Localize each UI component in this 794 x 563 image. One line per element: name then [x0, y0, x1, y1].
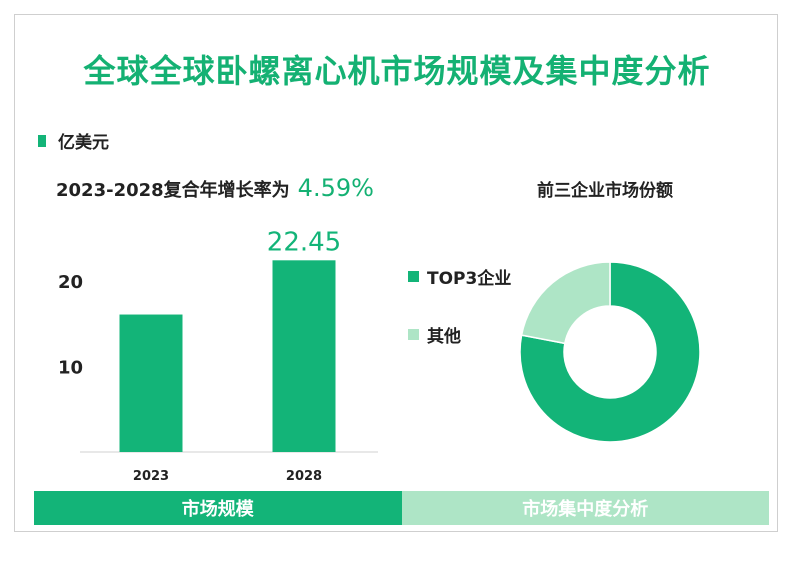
cagr-label: 2023-2028复合年增长率为: [56, 180, 290, 201]
bar-y-tick-20: 20: [58, 272, 83, 293]
bar-2023: [119, 314, 183, 452]
pie-legend-label-top3: TOP3企业: [427, 269, 512, 289]
page-title: 全球全球卧螺离心机市场规模及集中度分析: [83, 52, 711, 90]
pie-legend-swatch-top3: [408, 271, 419, 282]
cagr-value: 4.59%: [297, 174, 374, 202]
pie-slice-other: [520, 261, 611, 345]
bar-2028: [272, 260, 336, 452]
cagr-text: 2023-2028复合年增长率为 4.59%: [56, 174, 374, 202]
bar-y-tick-10: 10: [58, 358, 83, 379]
unit-legend-swatch: [38, 134, 46, 147]
pie-slice-top3: [519, 261, 701, 443]
pie-legend-swatch-other: [408, 329, 419, 340]
chart-frame: [14, 14, 778, 532]
unit-label: 亿美元: [58, 133, 109, 153]
bar-data-label-2028: 22.45: [267, 227, 341, 257]
bar-category-label-2028: 2028: [286, 469, 322, 484]
pie-title: 前三企业市场份额: [537, 181, 673, 201]
tab-bar: 市场规模 市场集中度分析: [34, 491, 769, 525]
tab-market-size[interactable]: 市场规模: [34, 491, 402, 525]
bar-category-label-2023: 2023: [133, 469, 169, 484]
unit-legend: 亿美元: [38, 128, 109, 153]
pie-legend-item-top3: TOP3企业: [408, 264, 511, 289]
pie-legend-label-other: 其他: [427, 327, 461, 347]
tab-market-concentration[interactable]: 市场集中度分析: [401, 491, 769, 525]
pie-legend-item-other: 其他: [408, 322, 461, 347]
